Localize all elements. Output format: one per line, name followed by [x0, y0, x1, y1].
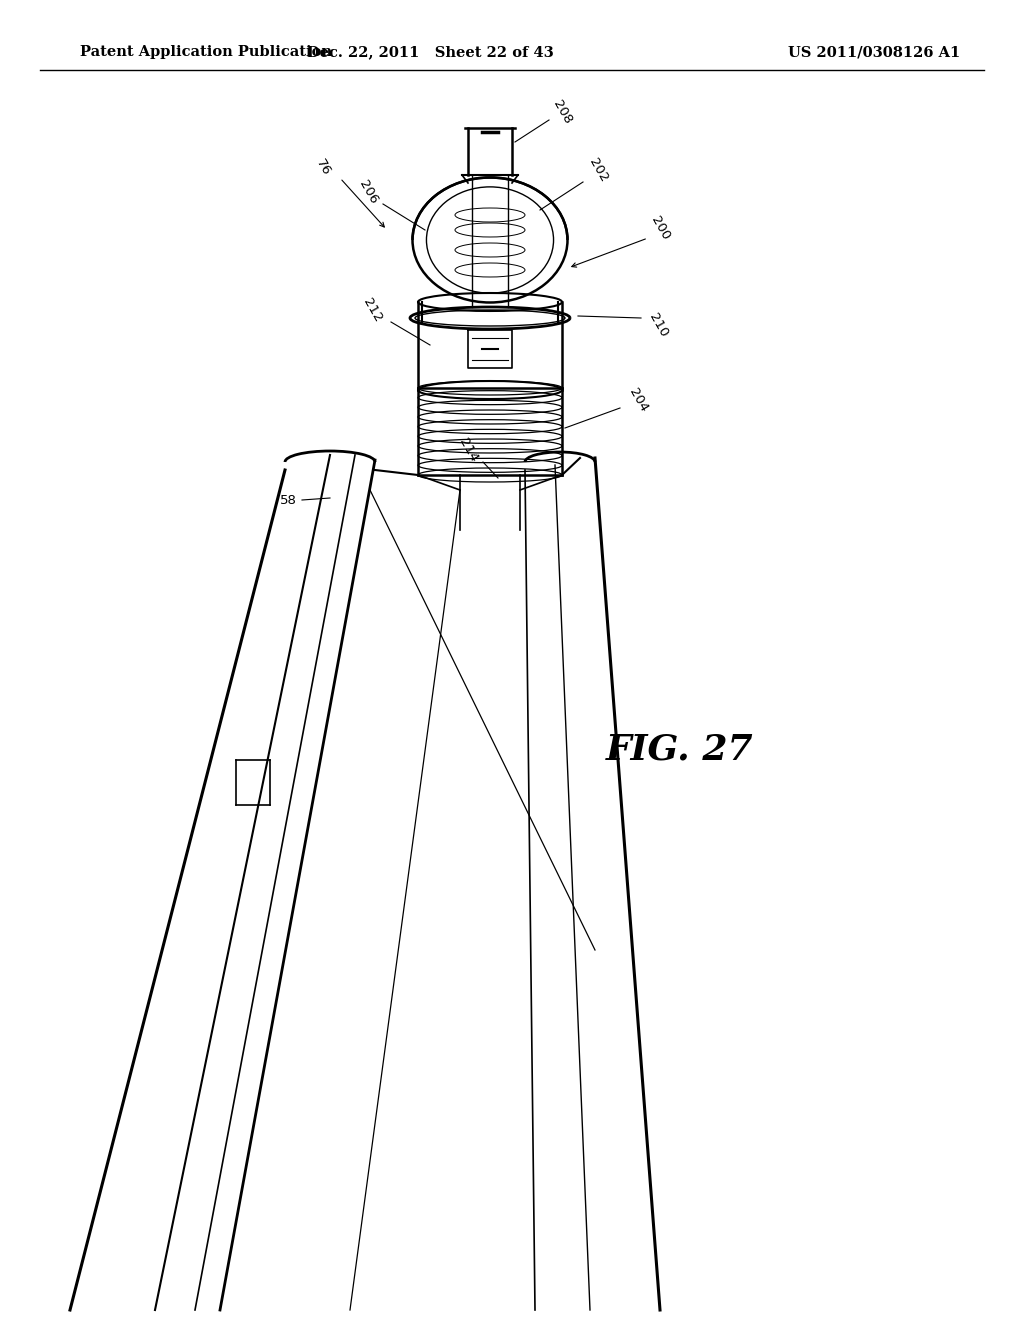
Text: FIG. 27: FIG. 27 [606, 733, 754, 767]
Text: 202: 202 [586, 156, 610, 185]
Text: 212: 212 [360, 296, 384, 325]
Text: 204: 204 [626, 385, 650, 414]
Text: 214: 214 [456, 436, 480, 465]
Text: Dec. 22, 2011   Sheet 22 of 43: Dec. 22, 2011 Sheet 22 of 43 [306, 45, 553, 59]
Text: 210: 210 [646, 310, 670, 339]
Text: 200: 200 [648, 214, 672, 242]
Text: 206: 206 [356, 178, 380, 206]
Text: 58: 58 [280, 494, 296, 507]
Text: Patent Application Publication: Patent Application Publication [80, 45, 332, 59]
Text: US 2011/0308126 A1: US 2011/0308126 A1 [787, 45, 961, 59]
Text: 208: 208 [550, 98, 573, 127]
Text: 76: 76 [313, 157, 333, 178]
